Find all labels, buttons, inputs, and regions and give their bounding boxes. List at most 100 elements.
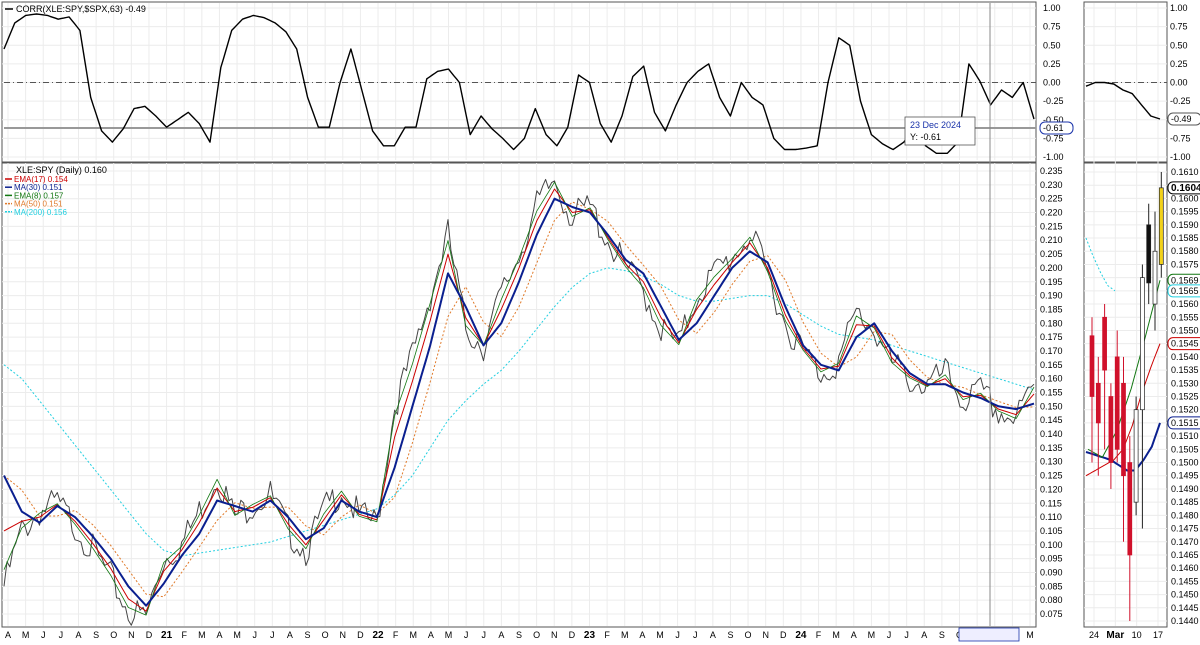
x-tick-label: A <box>710 630 716 640</box>
x-tick-label: A <box>75 630 81 640</box>
x-tick-label: J <box>887 630 892 640</box>
price-tick-label: 0.130 <box>1040 457 1063 467</box>
x-tick-label: M <box>410 630 418 640</box>
candle-body <box>1121 382 1126 477</box>
x-tick-label: D <box>357 630 364 640</box>
zoom-price-tick-label: 0.1440 <box>1171 616 1199 626</box>
zoom-price-tick-label: 0.1485 <box>1171 497 1199 507</box>
x-tick-label: M <box>445 630 453 640</box>
x-tick-label: J <box>252 630 257 640</box>
indicator-tick-label: -1.00 <box>1043 152 1064 162</box>
crosshair-y-value: Y: -0.61 <box>910 132 941 142</box>
legend-entry: MA(200) 0.156 <box>14 208 67 217</box>
price-tick-label: 0.225 <box>1040 194 1063 204</box>
x-tick-label: A <box>216 630 222 640</box>
zoom-x-tick-label: Mar <box>1106 630 1124 641</box>
zoom-price-tick-label: 0.1535 <box>1171 365 1199 375</box>
x-tick-label: J <box>59 630 64 640</box>
zoom-price-tick-label: 0.1445 <box>1171 603 1199 613</box>
x-tick-label: S <box>727 630 733 640</box>
indicator-tick-label: -0.75 <box>1043 133 1064 143</box>
ma50-line <box>3 201 1035 598</box>
price-tick-label: 0.075 <box>1040 609 1063 619</box>
price-tick-label: 0.105 <box>1040 526 1063 536</box>
price-tick-label: 0.090 <box>1040 567 1063 577</box>
legend-entry: MA(50) 0.151 <box>14 200 63 209</box>
series-lines <box>3 13 1161 626</box>
zoom-price-tick-label: 0.1525 <box>1171 392 1199 402</box>
price-tick-label: 0.165 <box>1040 360 1063 370</box>
x-tick-label: J <box>675 630 680 640</box>
price-tick-label: 0.220 <box>1040 208 1063 218</box>
zoom-price-tick-label: 0.1520 <box>1171 405 1199 415</box>
price-tick-label: 0.170 <box>1040 346 1063 356</box>
zoom-price-tick-label: 0.1470 <box>1171 537 1199 547</box>
zoom-indicator-tick-label: -0.25 <box>1170 96 1191 106</box>
gridlines <box>2 3 1167 626</box>
x-tick-label: J <box>464 630 469 640</box>
zoom-correlation-line <box>1085 81 1161 120</box>
price-tick-label: 0.190 <box>1040 291 1063 301</box>
x-tick-label: A <box>921 630 927 640</box>
x-tick-label: J <box>693 630 698 640</box>
indicator-tick-label: 0.00 <box>1043 78 1061 88</box>
zoom-price-tick-label: 0.1590 <box>1171 220 1199 230</box>
x-tick-label: 22 <box>372 630 384 641</box>
candle-body <box>1158 187 1164 265</box>
legend-entry: EMA(8) 0.157 <box>14 191 64 200</box>
price-tick-label: 0.230 <box>1040 180 1063 190</box>
x-tick-label: M <box>198 630 206 640</box>
x-tick-label: M <box>868 630 876 640</box>
x-tick-label: O <box>745 630 752 640</box>
x-tick-label: J <box>270 630 275 640</box>
price-tick-label: 0.155 <box>1040 388 1063 398</box>
zoom-price-tick-label: 0.1580 <box>1171 246 1199 256</box>
price-tick-label: 0.110 <box>1040 512 1062 522</box>
zoom-price-tick-label: 0.1450 <box>1171 590 1199 600</box>
x-tick-label: M <box>22 630 30 640</box>
x-tick-label: D <box>146 630 153 640</box>
zoom-price-tick-label: 0.1550 <box>1171 325 1199 335</box>
x-tick-label: S <box>516 630 522 640</box>
zoom-x-tick-label: 17 <box>1153 630 1163 640</box>
candle-body <box>1114 356 1120 450</box>
zoom-price-tick-label: 0.1540 <box>1171 352 1199 362</box>
price-tick-label: 0.235 <box>1040 166 1063 176</box>
zoom-indicator-tick-label: 0.75 <box>1170 22 1188 32</box>
zoom-price-tick-label: 0.1490 <box>1171 484 1199 494</box>
x-tick-label: N <box>762 630 769 640</box>
x-tick-label: O <box>110 630 117 640</box>
candle-body <box>1108 396 1114 463</box>
candle-body <box>1127 462 1133 556</box>
x-tick-label: F <box>816 630 822 640</box>
price-tick-label: 0.125 <box>1040 471 1063 481</box>
x-tick-label: S <box>305 630 311 640</box>
zoom-price-tick-label: 0.1600 <box>1171 193 1199 203</box>
zoom-ma200-line <box>1085 237 1116 292</box>
candle-body <box>1133 409 1139 503</box>
x-tick-label: J <box>904 630 909 640</box>
zoom-price-tick-label: 0.1465 <box>1171 550 1199 560</box>
zoom-value-tag-box <box>1167 284 1200 298</box>
x-tick-label: O <box>533 630 540 640</box>
zoom-price-tick-label: 0.1460 <box>1171 563 1199 573</box>
price-line <box>3 178 1035 626</box>
x-tick-label: N <box>551 630 558 640</box>
price-tick-label: 0.205 <box>1040 249 1063 259</box>
price-tick-label: 0.115 <box>1040 498 1062 508</box>
zoom-x-tick-label: 10 <box>1132 630 1142 640</box>
candle-body <box>1146 224 1152 284</box>
price-tick-label: 0.120 <box>1040 484 1063 494</box>
indicator-tick-label: 0.25 <box>1043 59 1061 69</box>
price-tick-label: 0.080 <box>1040 595 1063 605</box>
zoom-price-tick-label: 0.1560 <box>1171 299 1199 309</box>
correlation-line <box>3 13 1035 155</box>
x-tick-label: A <box>851 630 857 640</box>
price-tick-label: 0.085 <box>1040 581 1063 591</box>
zoom-indicator-tick-label: 0.25 <box>1170 59 1188 69</box>
zoom-price-tick-label: 0.1555 <box>1171 312 1199 322</box>
indicator-tick-label: -0.50 <box>1043 115 1064 125</box>
indicator-title: CORR(XLE:SPY,$SPX,63) -0.49 <box>16 4 146 14</box>
zoom-price-tick-label: 0.1610 <box>1171 167 1199 177</box>
x-tick-label: O <box>322 630 329 640</box>
